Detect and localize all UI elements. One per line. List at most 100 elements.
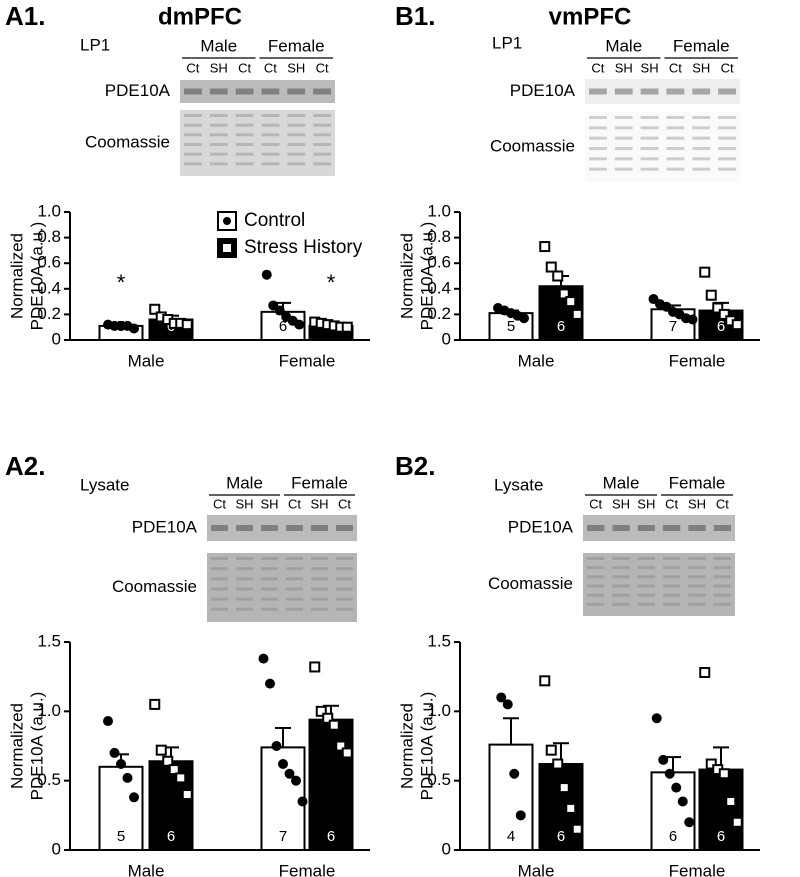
blot-band	[184, 162, 202, 166]
blot-band	[666, 116, 685, 119]
blot-band	[261, 587, 278, 591]
y-axis-label: Normalized	[397, 233, 416, 319]
blot-band	[612, 584, 630, 588]
data-point	[705, 758, 717, 770]
blot-band	[336, 607, 353, 611]
lane-label: SH	[637, 496, 655, 511]
blot-band	[235, 114, 254, 117]
lane-label: Ct	[213, 496, 226, 511]
blot-band	[614, 126, 633, 130]
blot-band	[587, 525, 605, 531]
y-tick-label: 0	[52, 839, 61, 858]
panel-title: dmPFC	[158, 3, 242, 30]
blot-band	[287, 114, 306, 117]
blot-strip	[585, 112, 740, 182]
y-tick-label: 0	[52, 329, 61, 348]
blot-band	[612, 557, 630, 560]
blot-band	[261, 152, 280, 156]
data-point	[322, 712, 334, 724]
group-label: Female	[673, 36, 730, 55]
n-label: 6	[717, 828, 725, 845]
panel-label: B2.	[395, 451, 435, 481]
n-label: 6	[557, 828, 565, 845]
blot-band	[336, 557, 353, 560]
lane-label: Ct	[721, 60, 734, 75]
blot-band	[663, 602, 681, 606]
legend-marker	[223, 217, 231, 225]
group-label: Male	[603, 473, 640, 492]
blot-band	[209, 152, 228, 156]
blot-band	[311, 567, 328, 571]
blot-band	[614, 147, 633, 150]
y-tick-label: 0.6	[37, 253, 61, 272]
blot-band	[640, 157, 659, 161]
blot-band	[612, 525, 630, 531]
lane-label: SH	[260, 496, 278, 511]
n-label: 4	[507, 828, 515, 845]
blot-band	[235, 123, 254, 127]
blot-band	[663, 557, 681, 560]
panel-label: A1.	[5, 1, 45, 31]
fraction-label: Lysate	[80, 475, 129, 494]
lane-label: Ct	[316, 60, 329, 75]
data-point	[558, 288, 570, 300]
blot-band	[286, 587, 303, 591]
blot-band	[261, 597, 278, 601]
blot-band	[692, 157, 711, 161]
blot-band	[209, 114, 228, 117]
y-tick-label: 0	[442, 839, 451, 858]
group-label: Male	[200, 36, 237, 55]
n-label: 5	[117, 828, 125, 845]
fraction-label: LP1	[492, 33, 522, 52]
y-axis-label: PDE10A (a.u.)	[27, 222, 46, 331]
blot-band	[184, 114, 202, 117]
blot-band	[666, 126, 685, 130]
y-tick-label: 1.0	[37, 701, 61, 720]
blot-band	[287, 162, 306, 166]
blot-strip	[585, 79, 740, 104]
blot-band	[287, 152, 306, 156]
y-tick-label: 0.2	[37, 304, 61, 323]
row-label: Coomassie	[85, 132, 170, 151]
row-label: Coomassie	[112, 577, 197, 596]
lane-label: SH	[612, 496, 630, 511]
lane-label: SH	[310, 496, 328, 511]
data-point	[684, 817, 695, 828]
data-point	[175, 772, 187, 784]
blot-band	[336, 597, 353, 601]
blot-band	[209, 143, 228, 146]
blot-strip	[207, 515, 357, 541]
blot-band	[688, 525, 706, 531]
blot-strip	[180, 80, 335, 103]
data-point	[129, 792, 139, 803]
data-point	[545, 261, 557, 273]
blot-band	[209, 88, 228, 95]
y-tick-label: 0.8	[427, 227, 451, 246]
blot-band	[261, 88, 280, 95]
blot-band	[637, 525, 655, 531]
data-point	[677, 796, 688, 807]
blot-band	[336, 577, 353, 581]
y-axis-label: PDE10A (a.u.)	[417, 222, 436, 331]
n-label: 5	[507, 318, 515, 335]
blot-band	[640, 147, 659, 150]
blot-band	[612, 593, 630, 597]
blot-band	[640, 167, 659, 171]
data-point	[297, 796, 308, 807]
blot-band	[640, 126, 659, 130]
lane-label: SH	[210, 60, 228, 75]
group-label: Female	[268, 36, 325, 55]
data-point	[315, 705, 327, 717]
blot-band	[666, 167, 685, 171]
row-label: PDE10A	[132, 517, 198, 536]
blot-band	[287, 133, 306, 137]
data-point	[664, 768, 675, 779]
lane-label: Ct	[338, 496, 351, 511]
blot-band	[688, 575, 706, 579]
data-point	[571, 308, 583, 320]
panel-label: B1.	[395, 1, 435, 31]
blot-band	[637, 557, 655, 560]
blot-band	[663, 575, 681, 579]
blot-band	[235, 88, 254, 95]
blot-band	[589, 88, 607, 95]
